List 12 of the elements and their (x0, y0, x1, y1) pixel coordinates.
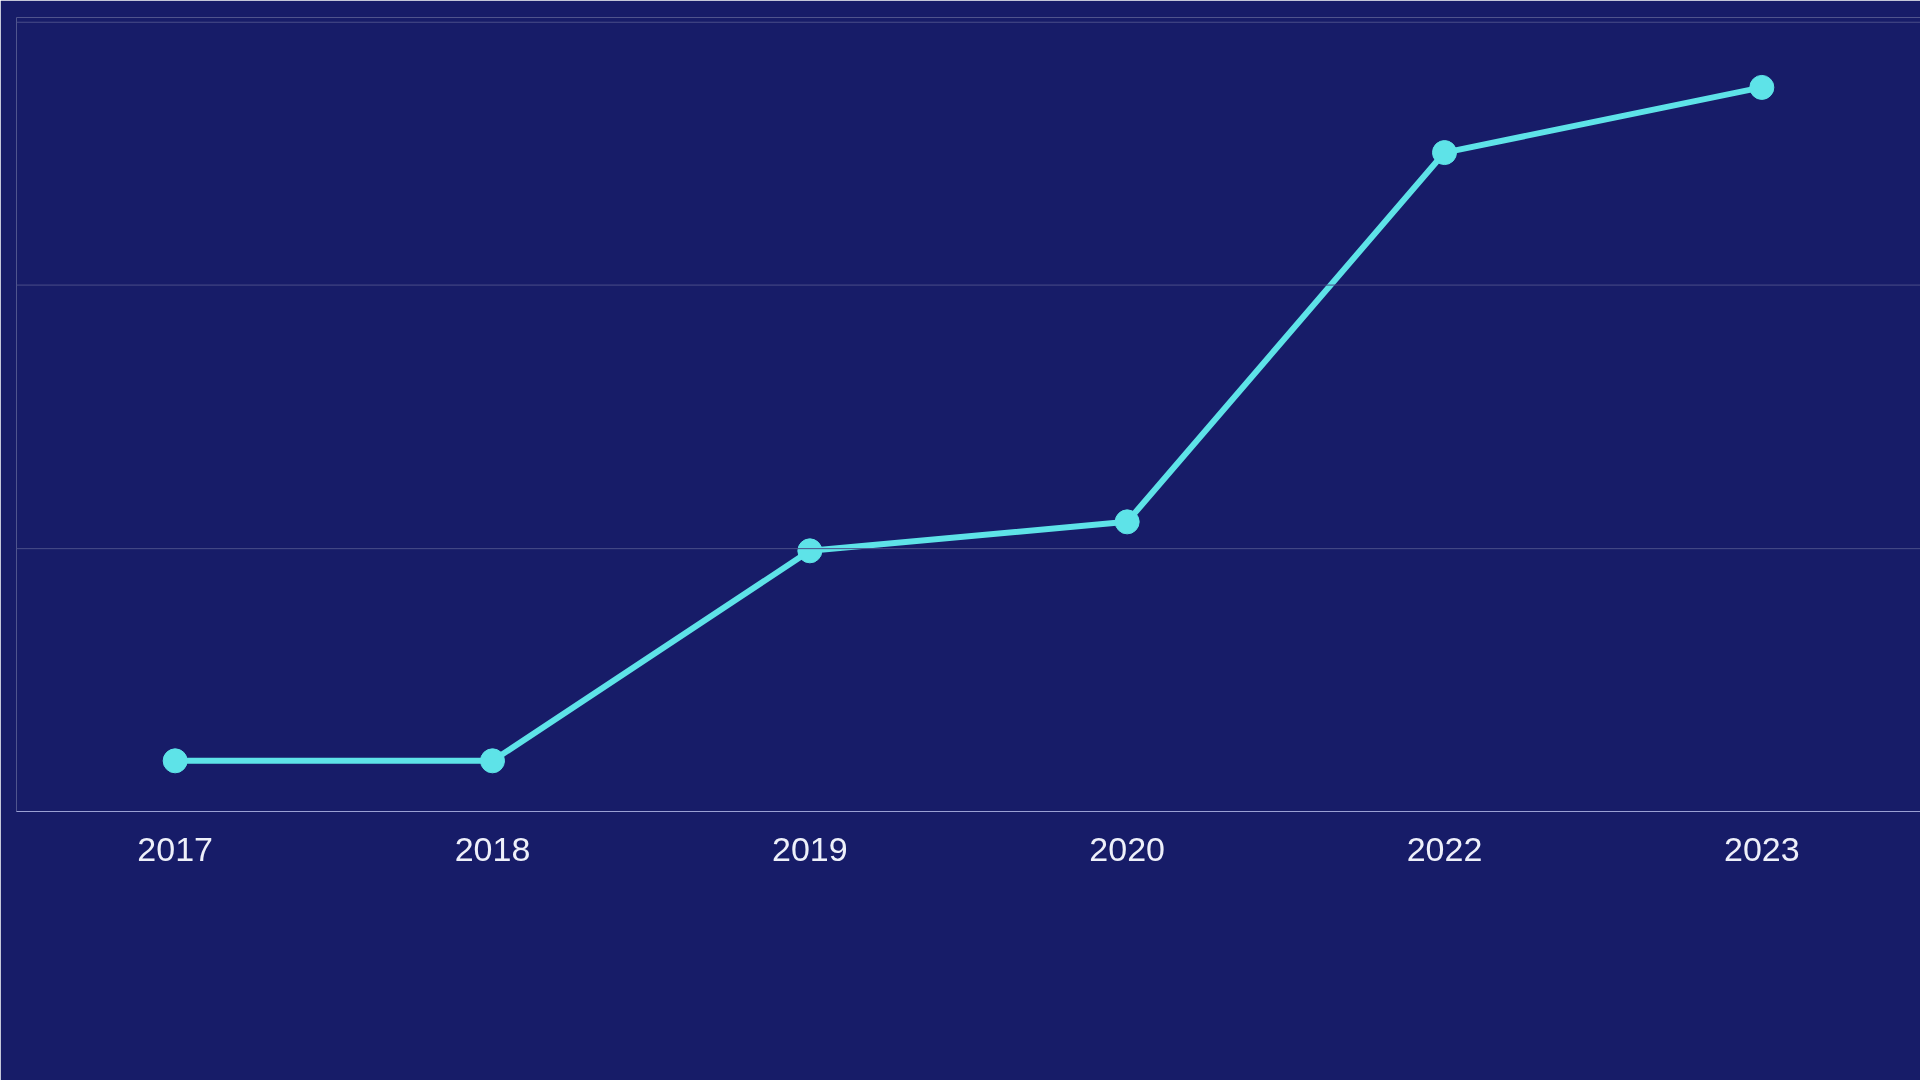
x-tick-label: 2019 (772, 829, 848, 868)
x-tick-label: 2023 (1724, 829, 1800, 868)
point (797, 538, 823, 564)
point (1432, 140, 1457, 166)
point (162, 748, 188, 774)
point (1749, 74, 1775, 100)
point (480, 748, 505, 774)
point (1114, 509, 1140, 535)
x-tick-label: 2020 (1089, 829, 1165, 868)
x-tick-label: 2022 (1406, 829, 1483, 868)
x-tick-label: 2017 (137, 829, 213, 868)
x-tick-label: 2018 (454, 829, 531, 868)
